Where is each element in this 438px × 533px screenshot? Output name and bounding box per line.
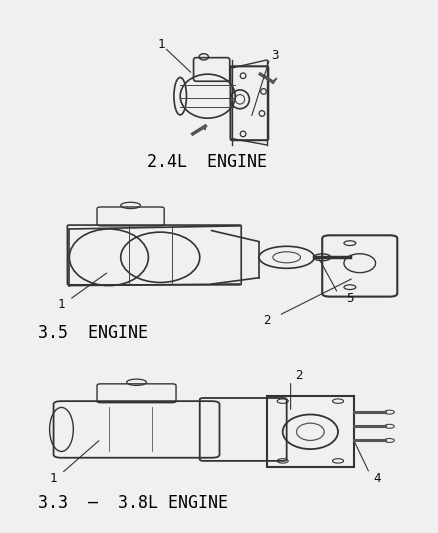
Text: 1: 1 (57, 298, 65, 311)
Text: 5: 5 (345, 292, 353, 305)
Text: 3.3  –  3.8L ENGINE: 3.3 – 3.8L ENGINE (38, 494, 227, 512)
Text: 1: 1 (157, 38, 165, 51)
Text: 3: 3 (270, 49, 278, 62)
Text: 4: 4 (373, 472, 381, 484)
Text: 2: 2 (294, 369, 302, 383)
Text: 2: 2 (262, 314, 270, 327)
Text: 2.4L  ENGINE: 2.4L ENGINE (147, 153, 267, 171)
Text: 1: 1 (49, 472, 57, 484)
Text: 3.5  ENGINE: 3.5 ENGINE (38, 324, 148, 342)
